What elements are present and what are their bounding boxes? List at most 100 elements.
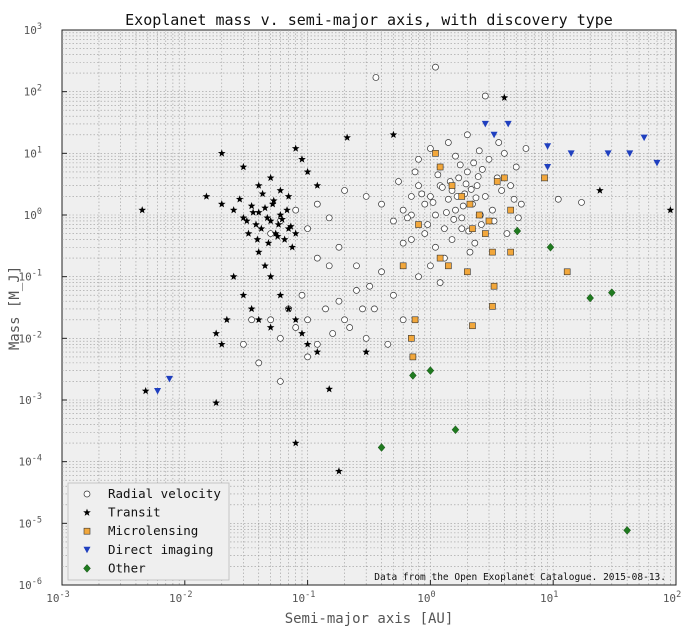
data-point — [608, 288, 616, 297]
data-point — [390, 291, 397, 299]
data-point — [280, 235, 289, 243]
data-point — [247, 201, 256, 210]
data-point — [444, 195, 452, 203]
series-transit — [138, 93, 675, 475]
data-point — [284, 304, 293, 313]
data-point — [408, 335, 415, 342]
data-point — [544, 164, 552, 171]
series-direct-imaging — [154, 120, 661, 395]
data-point — [261, 203, 269, 212]
data-point — [485, 155, 493, 163]
data-point — [138, 206, 147, 214]
x-tick-label: 10-2 — [169, 590, 193, 605]
data-point — [421, 230, 429, 237]
data-point — [426, 366, 435, 375]
data-point — [267, 316, 274, 324]
data-point — [378, 200, 385, 208]
data-point — [254, 208, 263, 216]
data-point — [432, 211, 439, 219]
data-point — [623, 526, 631, 535]
legend-entry: Transit — [108, 505, 161, 520]
data-point — [578, 199, 585, 206]
data-point — [478, 221, 485, 228]
data-point — [304, 353, 311, 361]
data-point — [291, 229, 300, 237]
data-point — [353, 262, 360, 270]
data-point — [325, 214, 333, 222]
data-point — [298, 291, 306, 299]
data-point — [415, 182, 422, 189]
data-point — [399, 262, 407, 270]
data-point — [390, 217, 397, 225]
data-point — [247, 304, 256, 313]
legend-marker — [83, 508, 91, 516]
data-point — [277, 378, 284, 385]
data-point — [366, 282, 373, 290]
data-point — [399, 316, 407, 324]
legend-entry: Direct imaging — [108, 542, 213, 557]
data-point — [291, 144, 300, 152]
data-point — [271, 229, 280, 237]
y-tick-label: 103 — [24, 22, 42, 37]
data-point — [467, 186, 475, 193]
data-point — [322, 305, 329, 313]
data-point — [415, 221, 422, 228]
x-axis-label: Semi-major axis [AU] — [285, 611, 454, 627]
legend-entry: Radial velocity — [108, 486, 221, 501]
data-point — [517, 200, 525, 208]
data-point — [469, 322, 476, 330]
data-point — [493, 178, 501, 185]
data-point — [217, 340, 226, 348]
data-point — [444, 139, 452, 146]
data-point — [464, 268, 471, 276]
data-point — [498, 187, 505, 194]
data-point — [554, 195, 562, 203]
data-point — [409, 371, 417, 380]
data-point — [384, 340, 392, 348]
data-point — [217, 149, 226, 157]
data-point — [288, 243, 297, 251]
data-point — [254, 315, 263, 324]
data-point — [481, 120, 489, 128]
data-point — [362, 334, 370, 342]
data-point — [495, 139, 503, 146]
data-point — [264, 239, 273, 247]
data-point — [462, 180, 470, 188]
x-tick-label: 10-1 — [292, 590, 316, 605]
data-point — [434, 171, 442, 179]
data-point — [335, 297, 343, 305]
data-point — [304, 316, 311, 324]
data-point — [378, 268, 385, 276]
data-point — [303, 167, 312, 176]
data-point — [244, 229, 253, 237]
data-point — [266, 216, 275, 225]
data-point — [261, 261, 269, 270]
data-point — [475, 211, 483, 219]
data-point — [255, 359, 263, 367]
data-point — [389, 130, 398, 139]
data-source-annotation: Data from the Open Exoplanet Catalogue. … — [374, 572, 666, 583]
data-point — [362, 348, 370, 356]
data-point — [229, 272, 238, 280]
data-point — [640, 134, 648, 142]
data-point — [239, 213, 248, 222]
data-point — [512, 163, 520, 171]
data-point — [504, 120, 512, 128]
data-point — [424, 221, 432, 228]
data-point — [489, 248, 496, 256]
series-microlensing — [399, 150, 571, 361]
data-point — [341, 187, 348, 194]
y-axis-label-group: Mass [M_J] — [7, 266, 23, 350]
data-point — [436, 279, 444, 286]
data-point — [223, 315, 231, 324]
data-point — [490, 131, 498, 139]
legend-marker — [83, 527, 91, 535]
data-point — [481, 193, 489, 200]
chart-title: Exoplanet mass v. semi-major axis, with … — [125, 11, 613, 29]
data-point — [464, 168, 471, 176]
data-point — [239, 291, 248, 299]
data-point — [283, 206, 291, 214]
data-point — [372, 74, 380, 81]
data-point — [268, 200, 277, 208]
data-point — [458, 193, 466, 200]
